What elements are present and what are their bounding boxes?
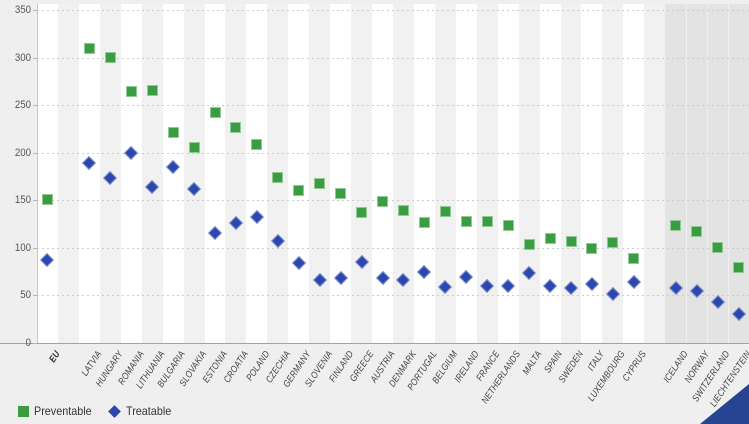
y-tick-label-150: 150 <box>14 194 31 207</box>
data-point-preventable-czechia <box>272 171 284 183</box>
data-point-preventable-spain <box>544 232 556 244</box>
column-stripe <box>330 4 352 343</box>
y-tick-label-300: 300 <box>14 51 31 64</box>
y-tick-mark <box>33 152 37 154</box>
column-stripe <box>413 4 436 343</box>
data-point-preventable-poland <box>251 138 263 150</box>
data-point-preventable-luxembourg <box>607 236 619 248</box>
x-axis-line <box>0 343 749 344</box>
data-point-preventable-croatia <box>230 122 242 134</box>
diamond-icon <box>108 404 121 418</box>
data-point-preventable-netherlands <box>502 220 514 232</box>
column-stripe <box>393 4 415 343</box>
y-tick-label-100: 100 <box>14 241 31 254</box>
y-tick-mark <box>33 295 37 297</box>
efta-column-stripe <box>686 4 709 343</box>
chart-legend: Preventable Treatable <box>18 403 176 419</box>
column-stripe <box>455 4 478 343</box>
data-point-preventable-austria <box>377 195 389 207</box>
data-point-preventable-ireland <box>460 215 472 227</box>
y-tick-mark <box>33 200 37 202</box>
gridline-250 <box>37 105 749 107</box>
legend-item-preventable: Preventable <box>18 404 98 418</box>
column-stripe <box>372 4 394 343</box>
data-point-preventable-slovakia <box>188 141 200 153</box>
gridline-300 <box>37 57 749 59</box>
data-point-preventable-germany <box>293 185 305 197</box>
data-point-preventable-cyprus <box>628 252 640 264</box>
data-point-preventable-france <box>481 215 493 227</box>
data-point-preventable-sweden <box>565 235 577 247</box>
data-point-preventable-iceland <box>670 220 682 232</box>
column-stripe <box>644 4 666 343</box>
data-point-preventable-belgium <box>439 206 451 218</box>
y-tick-mark <box>33 10 37 11</box>
y-tick-label-250: 250 <box>14 99 31 112</box>
column-stripe <box>581 4 603 343</box>
gridline-150 <box>37 200 749 202</box>
legend-label-preventable: Preventable <box>34 404 92 418</box>
column-stripe <box>37 4 59 343</box>
column-stripe <box>476 4 499 343</box>
efta-column-stripe <box>665 4 687 343</box>
gridline-100 <box>37 247 749 249</box>
data-point-preventable-italy <box>586 243 598 255</box>
gridline-50 <box>37 295 749 297</box>
efta-column-stripe <box>707 4 730 343</box>
column-stripe <box>225 4 247 343</box>
column-stripe <box>309 4 331 343</box>
column-stripe <box>246 4 268 343</box>
y-tick-label-350: 350 <box>14 4 31 16</box>
column-stripe <box>497 4 520 343</box>
data-point-preventable-estonia <box>209 107 221 119</box>
column-stripe <box>57 4 80 343</box>
data-point-preventable-romania <box>125 86 137 98</box>
column-stripe <box>560 4 582 343</box>
data-point-preventable-liechtenstein <box>733 262 745 274</box>
data-point-preventable-hungary <box>104 52 116 64</box>
data-point-preventable-norway <box>691 226 703 238</box>
data-point-preventable-latvia <box>83 42 95 54</box>
column-stripe <box>288 4 310 343</box>
y-tick-mark <box>33 57 37 59</box>
column-stripe <box>120 4 143 343</box>
data-point-preventable-portugal <box>418 216 430 228</box>
legend-label-treatable: Treatable <box>126 404 172 418</box>
data-point-preventable-denmark <box>397 205 409 217</box>
column-stripe <box>434 4 457 343</box>
data-point-preventable-lithuania <box>146 85 158 97</box>
data-point-preventable-finland <box>335 188 347 200</box>
legend-item-treatable: Treatable <box>108 404 176 418</box>
column-stripe <box>518 4 541 343</box>
y-tick-label-0: 0 <box>25 337 31 349</box>
data-point-preventable-malta <box>523 238 535 250</box>
data-point-preventable-switzerland <box>712 242 724 254</box>
column-stripe <box>623 4 645 343</box>
y-tick-mark <box>33 343 37 344</box>
data-point-preventable-slovenia <box>314 177 326 189</box>
column-stripe <box>183 4 206 343</box>
column-stripe <box>78 4 101 343</box>
gridline-200 <box>37 152 749 154</box>
column-stripe <box>204 4 226 343</box>
data-point-preventable-greece <box>356 207 368 219</box>
square-icon <box>18 405 29 417</box>
y-axis-line <box>37 4 38 343</box>
column-stripe <box>141 4 164 343</box>
gridline-350 <box>37 10 749 11</box>
y-tick-mark <box>33 105 37 107</box>
y-tick-label-200: 200 <box>14 146 31 159</box>
data-point-preventable-bulgaria <box>167 127 179 139</box>
column-stripe <box>602 4 624 343</box>
y-tick-label-50: 50 <box>20 289 31 302</box>
y-tick-mark <box>33 247 37 249</box>
column-stripe <box>539 4 562 343</box>
data-point-preventable-eu <box>41 193 53 205</box>
efta-column-stripe <box>728 4 749 343</box>
column-stripe <box>351 4 373 343</box>
